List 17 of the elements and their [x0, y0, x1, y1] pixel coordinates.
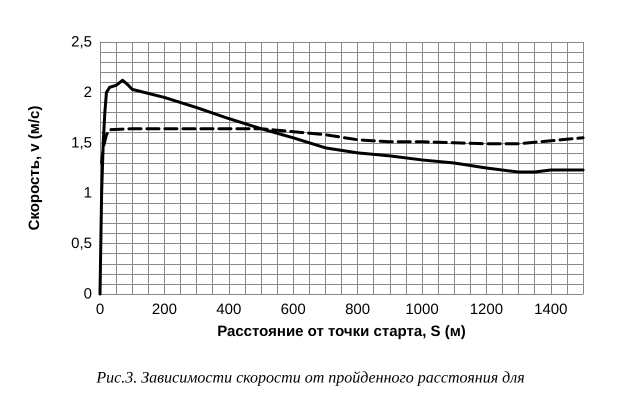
- x-tick-label: 800: [345, 301, 370, 318]
- text: Рис.3. Зависимости скорости от пройденного расстояния для: [95, 370, 525, 386]
- y-tick-label: 0: [84, 286, 92, 302]
- x-tick-label: 200: [152, 301, 177, 318]
- x-tick-label: 400: [216, 301, 242, 318]
- x-tick-label: 1200: [470, 301, 504, 318]
- x-tick-label: 1000: [405, 301, 439, 318]
- y-tick-label: 2,5: [71, 34, 92, 50]
- x-tick-label: 1400: [534, 301, 568, 318]
- y-tick-label: 0,5: [71, 235, 92, 252]
- y-tick-label: 1: [84, 184, 92, 202]
- x-tick-label: 600: [280, 301, 306, 318]
- y-tick-label: 2: [84, 84, 92, 101]
- x-axis-title: Расстояние от точки старта, S (м): [217, 323, 466, 340]
- y-axis-title: Скорость, v (м/с): [26, 106, 43, 230]
- x-tick-label: 0: [96, 301, 104, 318]
- y-tick-label: 1,5: [71, 134, 92, 152]
